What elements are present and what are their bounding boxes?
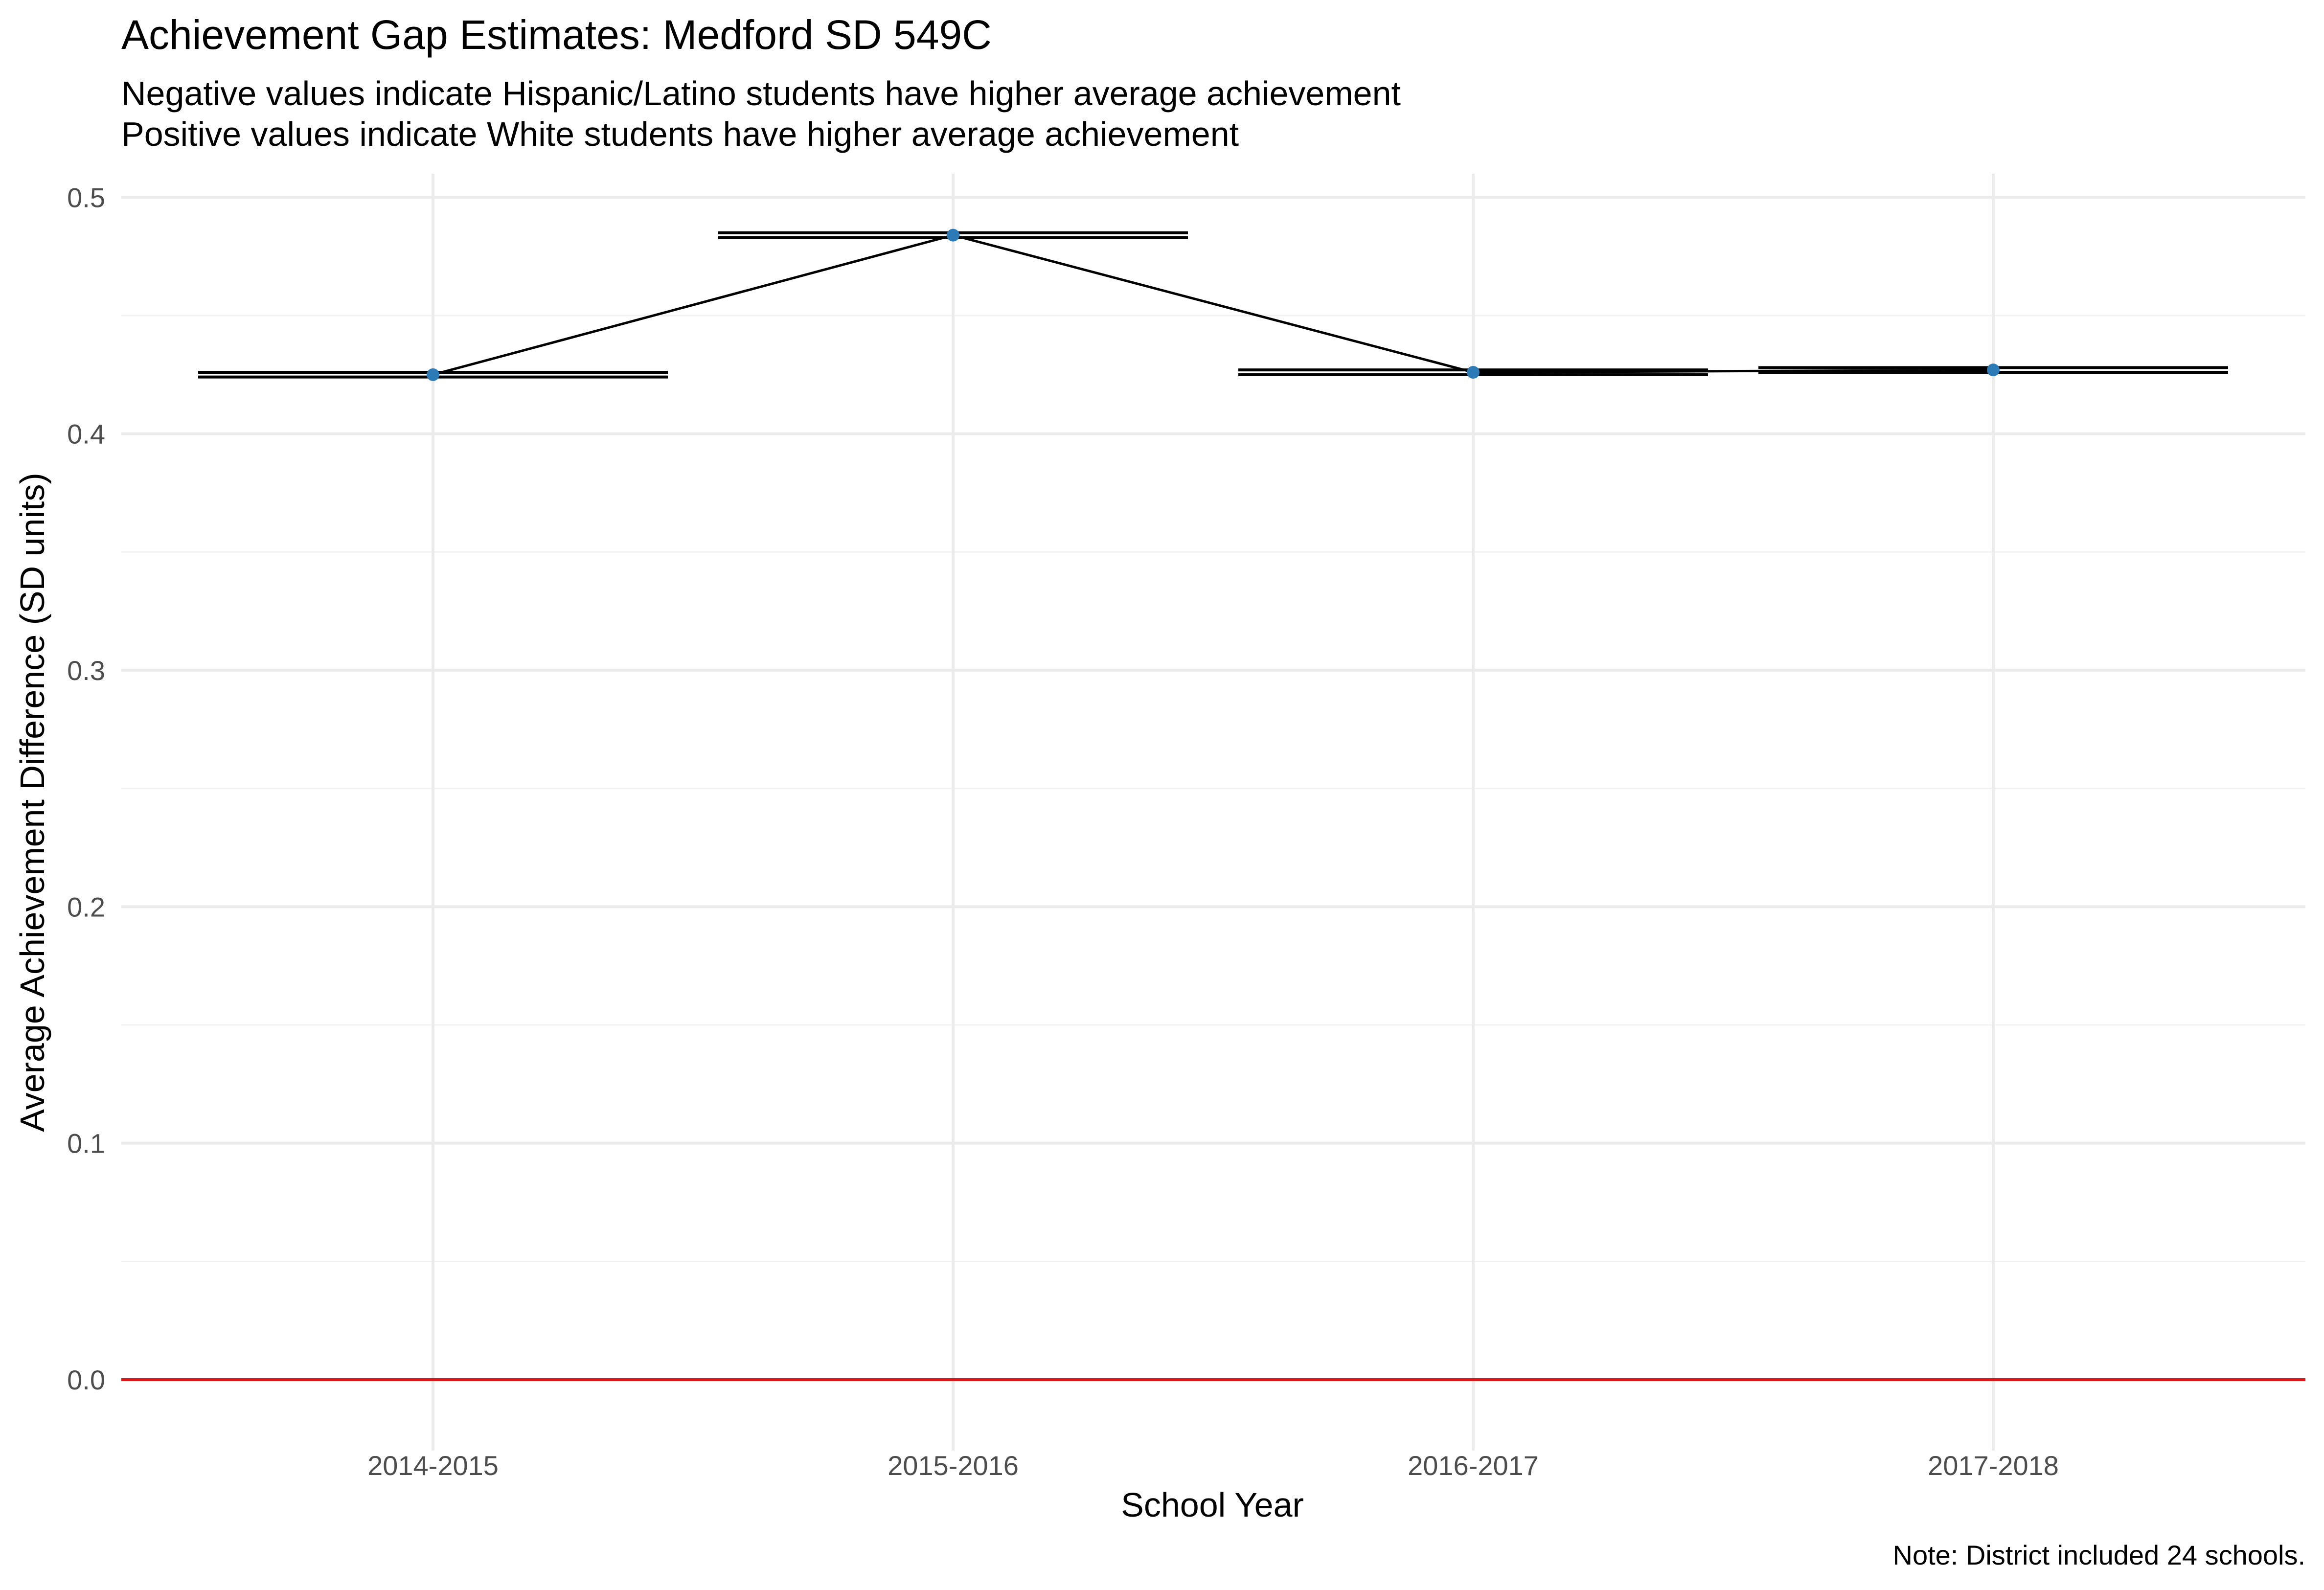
- chart-caption: Note: District included 24 schools.: [1893, 1540, 2306, 1570]
- data-points: [427, 228, 2000, 381]
- x-tick-label: 2014-2015: [367, 1450, 499, 1481]
- y-axis-ticks: 0.0 0.1 0.2 0.3 0.4 0.5: [67, 182, 105, 1395]
- y-axis-title: Average Achievement Difference (SD units…: [13, 473, 51, 1132]
- series-line-group: [433, 234, 1994, 376]
- chart-title: Achievement Gap Estimates: Medford SD 54…: [121, 12, 992, 58]
- x-axis-ticks: 2014-2015 2015-2016 2016-2017 2017-2018: [367, 1450, 2059, 1481]
- data-point: [1987, 363, 2000, 377]
- series-line: [433, 234, 1994, 376]
- x-tick-label: 2017-2018: [1928, 1450, 2059, 1481]
- y-tick-label: 0.3: [67, 655, 105, 686]
- y-tick-label: 0.1: [67, 1128, 105, 1159]
- x-tick-label: 2015-2016: [888, 1450, 1019, 1481]
- chart-subtitle-line-1: Negative values indicate Hispanic/Latino…: [121, 74, 1401, 113]
- y-tick-label: 0.2: [67, 891, 105, 922]
- data-point: [427, 368, 439, 381]
- y-tick-label: 0.0: [67, 1364, 105, 1395]
- x-tick-label: 2016-2017: [1408, 1450, 1539, 1481]
- grid-lines: [121, 174, 2305, 1451]
- data-point: [1467, 366, 1480, 379]
- chart-subtitle-line-2: Positive values indicate White students …: [121, 115, 1239, 153]
- y-tick-label: 0.4: [67, 419, 105, 450]
- data-point: [947, 228, 959, 242]
- y-tick-label: 0.5: [67, 182, 105, 213]
- x-axis-title: School Year: [1121, 1486, 1304, 1524]
